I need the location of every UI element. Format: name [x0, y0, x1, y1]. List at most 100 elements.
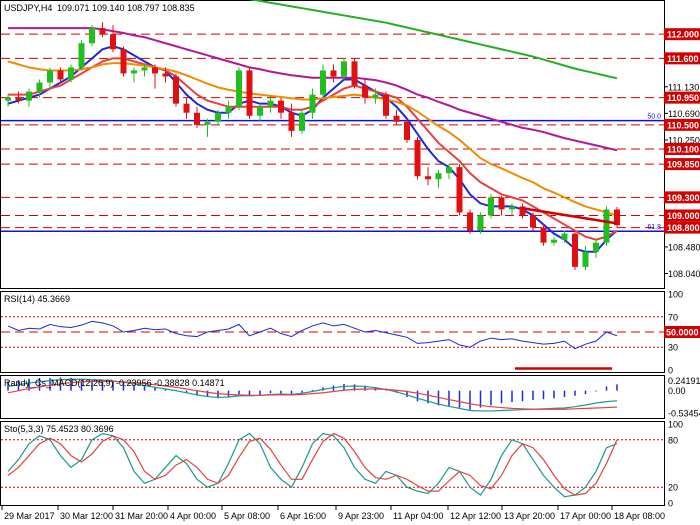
- candle-body: [330, 70, 337, 77]
- time-label: 31 Mar 20:00: [115, 511, 168, 521]
- price-label: 108.040: [668, 269, 700, 279]
- price-label: 110.500: [667, 120, 699, 130]
- time-label: 29 Mar 2017: [4, 511, 55, 521]
- candle-body: [425, 176, 431, 180]
- price-label-bg: [664, 143, 700, 156]
- ma-line: [248, 0, 618, 80]
- candle-body: [267, 100, 274, 107]
- candle-body: [561, 233, 568, 240]
- candle-body: [551, 239, 557, 243]
- candle-body: [320, 70, 326, 95]
- candle-body: [299, 112, 305, 131]
- rsi-label: 70: [668, 312, 678, 322]
- ma-line: [8, 27, 618, 152]
- price-label: 110.100: [667, 145, 699, 155]
- macd-label: -0.53454: [668, 409, 700, 419]
- price-label: 109.850: [667, 160, 700, 170]
- candle-body: [236, 70, 242, 107]
- candle-body: [204, 121, 211, 125]
- time-label: 13 Apr 20:00: [504, 511, 555, 521]
- price-label: 108.800: [667, 223, 700, 233]
- time-label: 5 Apr 08:00: [224, 511, 270, 521]
- rsi-label: 30: [668, 343, 678, 353]
- candle-body: [141, 67, 148, 71]
- candle-body: [5, 97, 11, 101]
- rsi-label: 100: [668, 290, 683, 300]
- macd-label: 0.24191: [668, 376, 700, 386]
- rsi-label: 0: [668, 366, 673, 376]
- candle-body: [572, 233, 578, 267]
- candle-body: [509, 206, 515, 210]
- time-label: 6 Apr 16:00: [280, 511, 326, 521]
- candle-body: [89, 28, 95, 44]
- candle-body: [414, 139, 421, 177]
- price-label-bg: [664, 118, 700, 131]
- stoch-d-line: [7, 432, 618, 496]
- candle-body: [540, 227, 547, 243]
- ohlc-readout: 109.071 109.140 108.797 108.835: [57, 3, 195, 13]
- rsi-panel: 100 70 50.0000 30 0: [1, 290, 700, 376]
- macd-label: 0.00: [668, 386, 686, 396]
- time-label: 12 Apr 12:00: [450, 511, 501, 521]
- stoch-label: 0: [668, 499, 673, 509]
- rsi-label-bg: [664, 326, 700, 338]
- stoch-panel: 100 80 20 0: [1, 420, 683, 509]
- candle-body: [152, 67, 158, 74]
- time-label: 4 Apr 00:00: [170, 511, 216, 521]
- price-label-bg: [664, 28, 700, 41]
- price-label-bg: [664, 158, 700, 171]
- price-label: 109.300: [667, 193, 700, 203]
- stoch-label: 100: [668, 420, 683, 430]
- candle-body: [257, 106, 263, 116]
- rsi-line: [7, 320, 618, 350]
- candle-body: [110, 34, 116, 50]
- candle-body: [435, 173, 442, 180]
- candle-body: [393, 115, 400, 122]
- candle-body: [603, 209, 610, 243]
- candle-body: [215, 112, 221, 122]
- candle-body: [341, 61, 347, 77]
- stoch-label: 80: [668, 435, 678, 445]
- price-label: 111.130: [668, 82, 699, 92]
- candle-body: [225, 106, 232, 113]
- candle-body: [57, 70, 64, 80]
- candle-body: [404, 121, 410, 140]
- time-label: 9 Apr 23:00: [338, 511, 384, 521]
- candle-body: [383, 94, 389, 116]
- candle-body: [15, 97, 22, 101]
- price-label-bg: [664, 52, 700, 65]
- candles: [5, 22, 620, 270]
- time-axis: 29 Mar 2017 30 Mar 12:00 31 Mar 20:00 4 Apr…: [1, 506, 665, 521]
- candle-body: [36, 82, 43, 92]
- candle-body: [614, 209, 620, 226]
- candle-body: [593, 242, 599, 252]
- rsi-title: RSI(14) 45.3669: [4, 294, 70, 304]
- price-label-bg: [664, 209, 700, 222]
- candle-body: [47, 70, 53, 83]
- candle-body: [446, 167, 452, 174]
- candle-body: [99, 28, 106, 35]
- fib-label: 50.0: [647, 114, 661, 121]
- time-label: 11 Apr 04:00: [393, 511, 443, 521]
- candle-body: [288, 112, 295, 131]
- price-label: 111.600: [667, 54, 699, 64]
- price-label: 110.950: [667, 93, 699, 103]
- candle-body: [78, 43, 85, 68]
- stoch-label: 20: [668, 483, 678, 493]
- candle-body: [519, 206, 526, 216]
- candle-body: [456, 167, 463, 213]
- candle-body: [488, 197, 494, 216]
- time-label: 18 Apr 08:00: [614, 511, 665, 521]
- fib-label: 61.8: [647, 224, 661, 231]
- candle-body: [68, 67, 74, 80]
- symbol-label: USDJPY,H4: [4, 3, 52, 13]
- candle-body: [183, 103, 190, 113]
- candle-body: [477, 215, 484, 231]
- stoch-k-line: [7, 432, 618, 498]
- candle-body: [530, 215, 536, 228]
- price-panel-frame: [0, 0, 665, 289]
- candle-body: [131, 70, 137, 74]
- price-label: 110.250: [668, 135, 700, 145]
